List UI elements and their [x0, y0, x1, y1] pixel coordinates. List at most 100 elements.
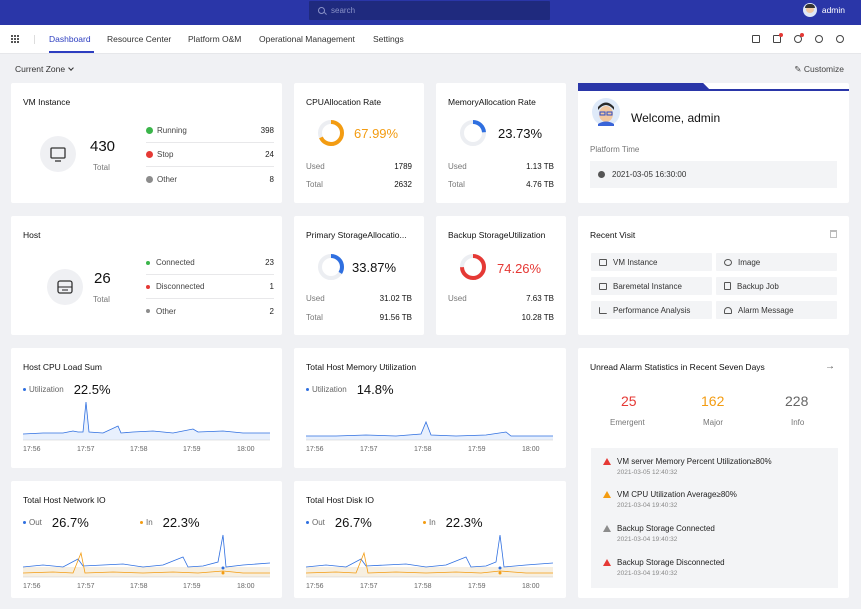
search-input[interactable]: search: [309, 1, 550, 20]
stat-label: Disconnected: [156, 282, 205, 291]
avatar: [592, 98, 620, 126]
alert-icon[interactable]: [773, 33, 783, 43]
recent-visit-item[interactable]: Backup Job: [716, 277, 837, 295]
recent-visit-item[interactable]: Baremetal Instance: [591, 277, 712, 295]
card-title: Primary StorageAllocatio...: [306, 230, 407, 240]
tab-settings[interactable]: Settings: [373, 34, 404, 44]
chart-legend-out: Out 26.7%: [306, 515, 372, 530]
primary-storage-card: Primary StorageAllocatio... 33.87% Used 3…: [294, 216, 424, 335]
memory-utilization-chart: [306, 420, 553, 441]
platform-time: 2021-03-05 16:30:00: [612, 170, 687, 179]
item-label: Backup Job: [737, 281, 779, 291]
help-icon[interactable]: [836, 35, 844, 43]
platform-time-label: Platform Time: [590, 145, 640, 154]
x-tick: 17:57: [360, 446, 378, 453]
item-label: Image: [738, 257, 761, 267]
label: Used: [448, 162, 467, 171]
memory-total-row: Total 4.76 TB: [448, 180, 554, 189]
cpu-used-row: Used 1789: [306, 162, 412, 171]
legend-label: Out: [29, 518, 42, 527]
x-tick: 18:00: [237, 583, 255, 590]
clock-icon: [598, 171, 605, 178]
host-stat-connected[interactable]: Connected 23: [146, 251, 274, 275]
active-tab-indicator: [49, 51, 94, 53]
major-count: 162: [701, 393, 725, 409]
alarm-item[interactable]: Backup Storage Connected 2021-03-04 19:40…: [603, 524, 715, 543]
x-tick: 17:58: [414, 583, 432, 590]
bell-icon[interactable]: [794, 33, 804, 43]
tab-operational-management[interactable]: Operational Management: [259, 34, 355, 44]
tab-platform-om[interactable]: Platform O&M: [188, 34, 242, 44]
app-grid-icon[interactable]: [11, 35, 19, 43]
info-count: 228: [785, 393, 809, 409]
alarm-text: Backup Storage Connected: [617, 524, 715, 533]
value: 10.28 TB: [521, 313, 554, 322]
image-icon: [724, 258, 732, 266]
host-stat-disconnected[interactable]: Disconnected 1: [146, 275, 274, 299]
label: Used: [448, 294, 467, 303]
item-label: Performance Analysis: [613, 305, 691, 315]
x-tick: 18:00: [237, 446, 255, 453]
chart-legend-in: In 22.3%: [423, 515, 483, 530]
alarm-item[interactable]: VM server Memory Percent Utilization≥80%…: [603, 457, 772, 476]
value: 1789: [394, 162, 412, 171]
memory-allocation-ring: [460, 120, 486, 146]
vm-total-label: Total: [93, 163, 110, 172]
cpu-load-chart: [23, 401, 270, 441]
x-tick: 17:56: [306, 583, 324, 590]
warning-icon: [603, 458, 611, 465]
warning-icon: [603, 491, 611, 498]
trash-icon[interactable]: [830, 230, 837, 238]
value: 7.63 TB: [526, 294, 554, 303]
vm-total: 430: [90, 138, 116, 155]
recent-visit-item[interactable]: Image: [716, 253, 837, 271]
ring-fill: [460, 254, 486, 280]
divider: [34, 35, 35, 44]
settings-icon[interactable]: [815, 35, 823, 43]
x-tick: 17:56: [23, 446, 41, 453]
recent-visit-item[interactable]: VM Instance: [591, 253, 712, 271]
value: 4.76 TB: [526, 180, 554, 189]
user-menu[interactable]: admin: [802, 3, 845, 17]
alarm-time: 2021-03-04 19:40:32: [617, 536, 678, 543]
recent-visit-item[interactable]: Performance Analysis: [591, 301, 712, 319]
customize-label: Customize: [803, 64, 844, 74]
alarm-item[interactable]: Backup Storage Disconnected 2021-03-04 19…: [603, 558, 725, 577]
primary-used-row: Used 31.02 TB: [306, 294, 412, 303]
network-io-chart: [23, 534, 270, 578]
tab-dashboard[interactable]: Dashboard: [49, 34, 91, 44]
monitor-icon[interactable]: [752, 35, 760, 43]
nav-bar: Dashboard Resource Center Platform O&M O…: [0, 25, 861, 54]
host-stat-other[interactable]: Other 2: [146, 299, 274, 323]
value: 91.56 TB: [379, 313, 412, 322]
x-tick: 18:00: [522, 583, 540, 590]
card-title: Backup StorageUtilization: [448, 230, 546, 240]
primary-storage-ring: [318, 254, 344, 280]
warning-icon: [603, 559, 611, 566]
alarm-item[interactable]: VM CPU Utilization Average≥80% 2021-03-04…: [603, 490, 737, 509]
ring-fill: [318, 254, 344, 280]
tab-resource-center[interactable]: Resource Center: [107, 34, 172, 44]
recent-visit-item[interactable]: Alarm Message: [716, 301, 837, 319]
arrow-right-icon[interactable]: →: [825, 361, 835, 372]
zone-selector[interactable]: Current Zone: [15, 64, 74, 74]
cpu-total-row: Total 2632: [306, 180, 412, 189]
alarm-stats-card: Unread Alarm Statistics in Recent Seven …: [578, 348, 849, 598]
card-title: VM Instance: [23, 97, 71, 107]
stat-value: 24: [265, 150, 274, 159]
server-icon: [599, 282, 607, 290]
cpu-allocation-percent: 67.99%: [354, 126, 399, 141]
vm-stat-running[interactable]: Running 398: [146, 119, 274, 143]
host-cpu-card: Host CPU Load Sum Utilization 22.5% 17:56…: [11, 348, 282, 468]
customize-button[interactable]: ✎ Customize: [794, 64, 844, 74]
memory-used-row: Used 1.13 TB: [448, 162, 554, 171]
monitor-icon: [599, 258, 607, 266]
legend-value: 26.7%: [51, 515, 89, 530]
bell-icon: [724, 306, 732, 314]
search-placeholder: search: [331, 6, 356, 15]
x-tick: 17:57: [360, 583, 378, 590]
label: Used: [306, 294, 325, 303]
vm-stat-stop[interactable]: Stop 24: [146, 143, 274, 167]
vm-stat-other[interactable]: Other 8: [146, 167, 274, 191]
vm-instance-card: VM Instance 430 Total Running 398 Stop 24 …: [11, 83, 282, 203]
